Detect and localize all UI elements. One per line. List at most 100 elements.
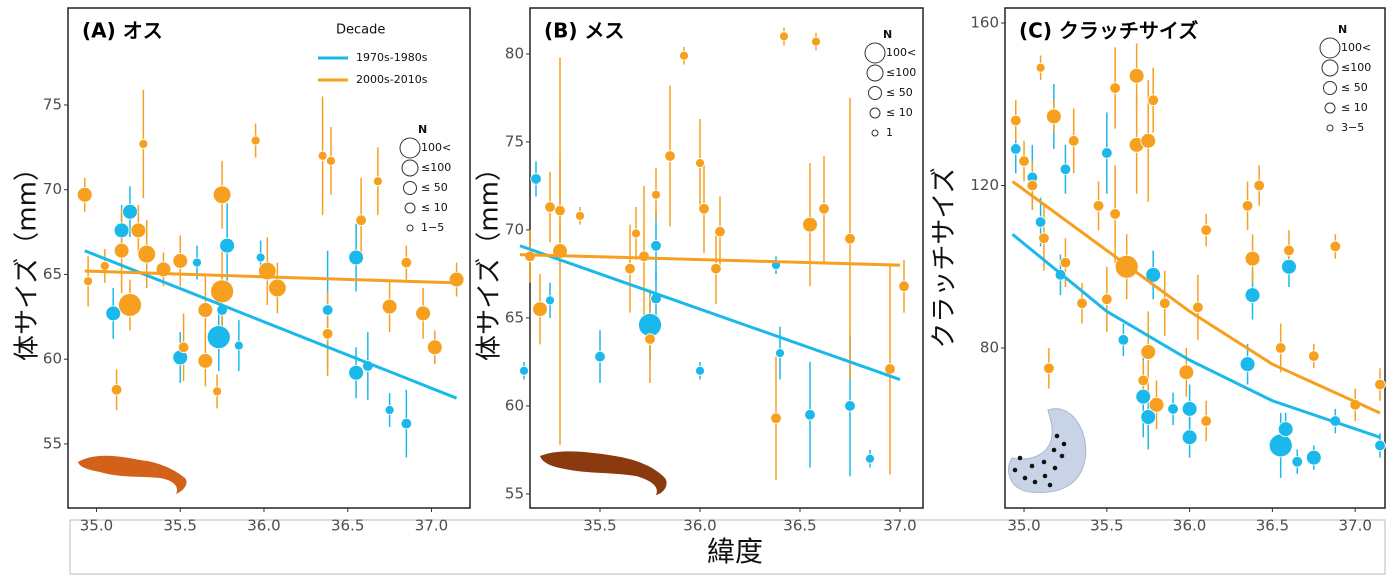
y-tick-label: 75 — [505, 132, 524, 150]
size-legend-label: ≤ 10 — [886, 106, 913, 119]
point — [1182, 430, 1197, 445]
x-tick-label: 36.5 — [331, 517, 364, 535]
point — [100, 261, 109, 270]
point — [711, 263, 722, 274]
point — [318, 151, 327, 160]
y-tick-label: 70 — [43, 180, 62, 198]
point — [775, 349, 784, 358]
point — [845, 401, 856, 412]
egg-dot — [1042, 460, 1047, 465]
size-legend-swatch — [400, 138, 420, 158]
size-legend-swatch — [1324, 82, 1337, 95]
size-legend-label: ≤100 — [886, 66, 916, 79]
point — [1141, 345, 1156, 360]
point — [803, 217, 818, 232]
point — [401, 257, 412, 268]
point — [651, 240, 662, 251]
size-legend-swatch — [402, 160, 418, 176]
point — [899, 281, 910, 292]
x-tick-label: 36.0 — [683, 517, 716, 535]
point — [192, 258, 201, 267]
point — [595, 351, 606, 362]
point — [1110, 83, 1121, 94]
point — [1159, 298, 1170, 309]
point — [1245, 288, 1260, 303]
point — [555, 205, 566, 216]
point — [811, 37, 820, 46]
point — [123, 204, 138, 219]
y-tick-label: 80 — [980, 338, 999, 356]
point — [1010, 115, 1021, 126]
point — [645, 334, 656, 345]
point — [1201, 225, 1212, 236]
point — [1269, 434, 1292, 457]
x-tick-label: 35.0 — [1007, 517, 1040, 535]
point — [1245, 251, 1260, 266]
size-legend-label: ≤ 50 — [1341, 81, 1368, 94]
point — [178, 342, 189, 353]
point — [771, 413, 782, 424]
y-tick-label: 60 — [43, 350, 62, 368]
point — [416, 306, 431, 321]
egg-dot — [1013, 468, 1018, 473]
size-legend-swatch — [1325, 103, 1335, 113]
point — [207, 326, 230, 349]
point — [1093, 200, 1104, 211]
legend-label: 1970s-1980s — [356, 51, 428, 64]
point — [1036, 63, 1045, 72]
x-axis-label: 緯度 — [707, 535, 763, 568]
point — [401, 418, 412, 429]
point — [1254, 180, 1265, 191]
point — [1129, 68, 1144, 83]
point — [639, 251, 650, 262]
egg-dot — [1052, 448, 1057, 453]
point — [1039, 233, 1050, 244]
point — [531, 174, 542, 185]
point — [349, 250, 364, 265]
point — [138, 245, 156, 263]
point — [139, 139, 148, 148]
point — [1110, 209, 1121, 220]
point — [211, 280, 234, 303]
size-legend-swatch — [1327, 125, 1333, 131]
x-tick-label: 35.5 — [1090, 517, 1123, 535]
point — [382, 299, 397, 314]
point — [1284, 245, 1295, 256]
size-legend-swatch — [405, 203, 415, 213]
point — [545, 296, 554, 305]
point — [1149, 397, 1164, 412]
point — [198, 303, 213, 318]
size-legend-label: ≤ 10 — [1341, 101, 1368, 114]
y-tick-label: 55 — [505, 484, 524, 502]
point — [665, 151, 676, 162]
size-legend-swatch — [865, 43, 885, 63]
egg-dot — [1023, 476, 1028, 481]
y-tick-label: 160 — [970, 14, 999, 32]
point — [845, 233, 856, 244]
point — [373, 177, 382, 186]
size-legend-swatch — [407, 225, 413, 231]
figure: 緯度 556065707535.035.536.036.537.0(A) オス体… — [0, 0, 1393, 575]
point — [651, 190, 660, 199]
point — [1282, 259, 1297, 274]
point — [1375, 379, 1386, 390]
x-tick-label: 35.0 — [80, 517, 113, 535]
point — [519, 366, 528, 375]
point — [819, 203, 830, 214]
point — [213, 186, 231, 204]
egg-dot — [1033, 480, 1038, 485]
x-tick-label: 37.0 — [415, 517, 448, 535]
size-legend-swatch — [869, 87, 882, 100]
egg-dot — [1043, 474, 1048, 479]
size-legend-title: N — [418, 123, 427, 136]
point — [1306, 450, 1321, 465]
point — [631, 229, 640, 238]
x-tick-label: 37.0 — [883, 517, 916, 535]
y-axis-label: クラッチサイズ — [930, 167, 960, 348]
point — [220, 238, 235, 253]
y-tick-label: 120 — [970, 176, 999, 194]
egg-dot — [1018, 456, 1023, 461]
point — [1168, 404, 1179, 415]
egg-dot — [1030, 464, 1035, 469]
point — [84, 277, 93, 286]
